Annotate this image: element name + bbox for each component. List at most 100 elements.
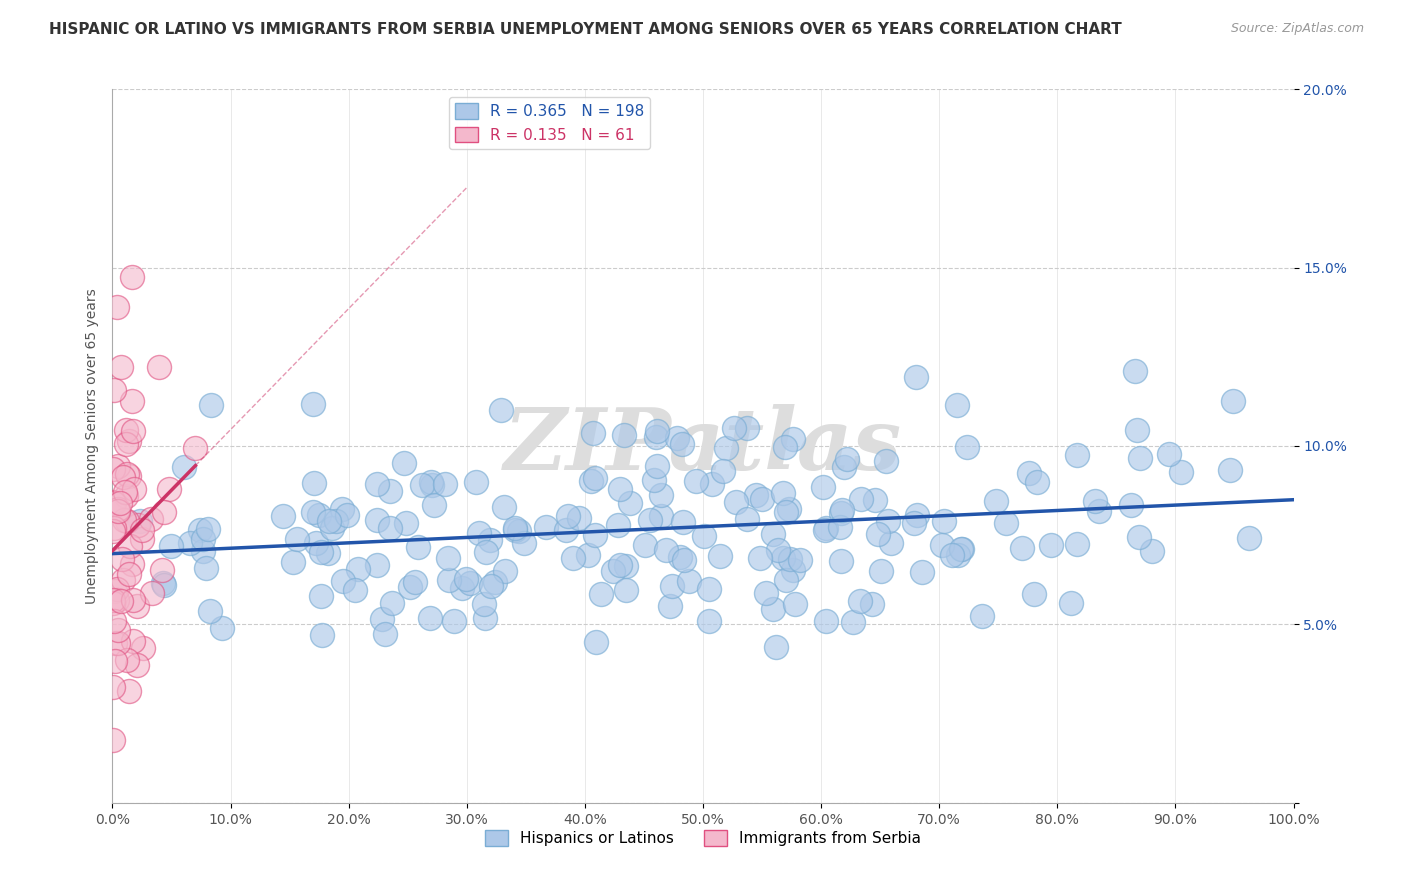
Point — [513, 536, 536, 550]
Point — [366, 477, 388, 491]
Point — [634, 538, 657, 552]
Point — [814, 523, 837, 537]
Point — [474, 611, 496, 625]
Point — [395, 516, 418, 531]
Point — [782, 563, 804, 577]
Point — [671, 437, 693, 451]
Point — [330, 501, 353, 516]
Point — [468, 525, 491, 540]
Point — [941, 548, 963, 562]
Point — [1059, 596, 1081, 610]
Point — [419, 611, 441, 625]
Point — [956, 440, 979, 454]
Point — [613, 428, 636, 442]
Point — [1025, 475, 1047, 489]
Point — [709, 549, 731, 563]
Point — [347, 562, 370, 576]
Point — [110, 594, 132, 608]
Point — [772, 550, 794, 565]
Point — [697, 582, 720, 596]
Point — [111, 552, 134, 566]
Point — [723, 420, 745, 434]
Point — [768, 543, 790, 558]
Point — [107, 504, 129, 518]
Point — [198, 604, 221, 618]
Point — [308, 508, 330, 522]
Point — [112, 470, 135, 484]
Point — [491, 403, 513, 417]
Point — [952, 541, 974, 556]
Point — [557, 509, 579, 524]
Point — [115, 489, 138, 503]
Point — [860, 597, 883, 611]
Point — [815, 521, 838, 535]
Point — [127, 517, 149, 532]
Point — [814, 614, 837, 628]
Point — [880, 536, 903, 550]
Point — [110, 496, 132, 510]
Point — [153, 505, 176, 519]
Point — [107, 623, 129, 637]
Point — [318, 546, 340, 560]
Point — [904, 370, 927, 384]
Point — [304, 536, 326, 550]
Point — [725, 495, 748, 509]
Point — [1170, 466, 1192, 480]
Point — [685, 474, 707, 488]
Point — [484, 574, 506, 589]
Point — [911, 565, 934, 579]
Point — [775, 505, 797, 519]
Point — [107, 635, 129, 649]
Point — [110, 360, 132, 375]
Point — [122, 482, 145, 496]
Text: ZIPatlas: ZIPatlas — [503, 404, 903, 488]
Point — [184, 441, 207, 455]
Point — [115, 436, 138, 450]
Point — [332, 574, 354, 588]
Point — [118, 468, 141, 483]
Point — [101, 495, 124, 509]
Point — [832, 459, 855, 474]
Point — [103, 732, 125, 747]
Point — [609, 558, 631, 573]
Y-axis label: Unemployment Among Seniors over 65 years: Unemployment Among Seniors over 65 years — [84, 288, 98, 604]
Point — [602, 564, 624, 578]
Point — [789, 552, 811, 566]
Point — [281, 555, 304, 569]
Point — [127, 657, 149, 672]
Point — [115, 514, 138, 528]
Point — [121, 269, 143, 284]
Point — [285, 532, 308, 546]
Point — [378, 483, 401, 498]
Point — [104, 636, 127, 650]
Point — [115, 653, 138, 667]
Legend: Hispanics or Latinos, Immigrants from Serbia: Hispanics or Latinos, Immigrants from Se… — [478, 824, 928, 852]
Point — [669, 549, 692, 564]
Point — [394, 456, 416, 470]
Point — [318, 514, 340, 528]
Point — [101, 681, 124, 695]
Point — [443, 614, 465, 628]
Point — [1022, 587, 1045, 601]
Point — [505, 521, 527, 535]
Point — [772, 486, 794, 500]
Point — [366, 558, 388, 572]
Point — [139, 511, 162, 525]
Point — [374, 626, 396, 640]
Point — [494, 564, 516, 578]
Point — [437, 551, 460, 566]
Point — [583, 471, 606, 485]
Point — [325, 514, 347, 528]
Point — [104, 654, 127, 668]
Point — [619, 496, 641, 510]
Point — [576, 548, 599, 562]
Point — [191, 544, 214, 558]
Point — [609, 482, 631, 496]
Point — [614, 559, 637, 574]
Point — [1119, 499, 1142, 513]
Point — [672, 515, 695, 529]
Point — [661, 579, 683, 593]
Point — [672, 553, 695, 567]
Point — [775, 573, 797, 587]
Point — [101, 524, 124, 538]
